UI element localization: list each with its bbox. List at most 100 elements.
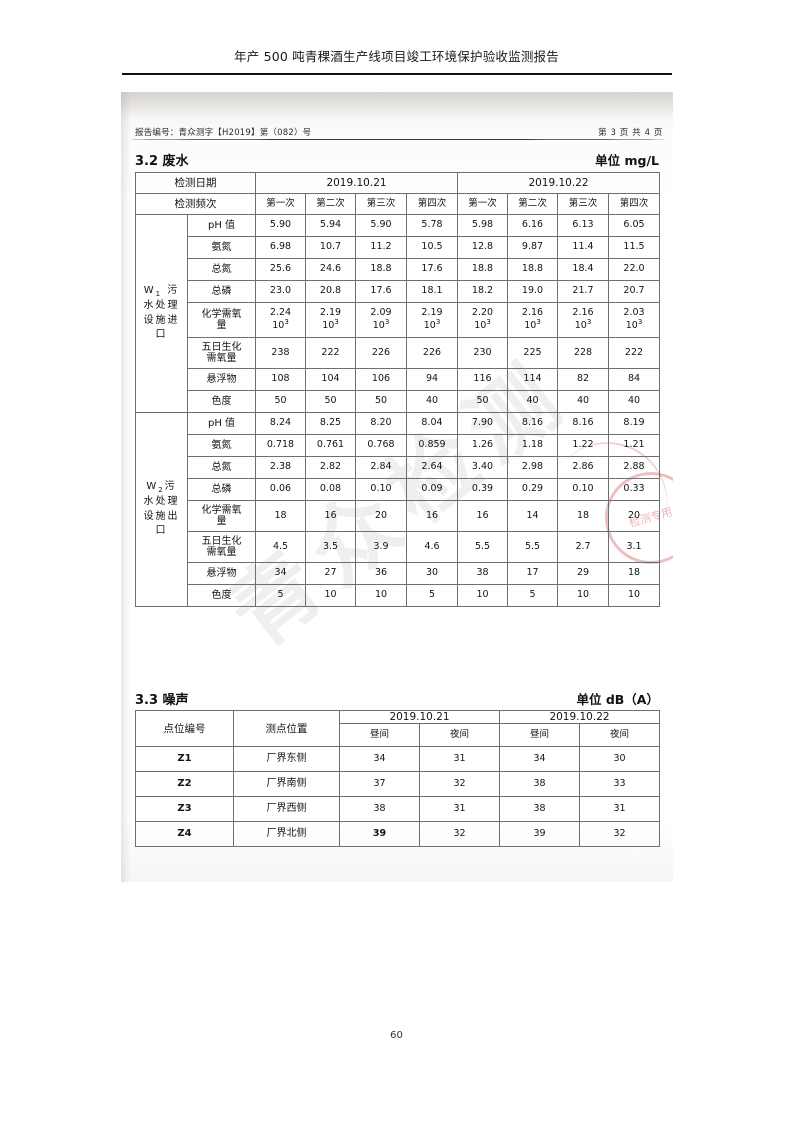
data-cell: 21.7 [557, 280, 609, 303]
data-cell: 18 [255, 500, 306, 532]
data-cell: 2.09 103 [355, 302, 407, 338]
data-cell: 4.6 [406, 531, 458, 563]
cell-point-location-header: 测点位置 [233, 709, 340, 748]
table-row: 化学需氧 量 18 16 20 16 16 14 18 20 [136, 500, 660, 532]
data-cell: 50 [355, 390, 407, 413]
param-label: 氨氮 [187, 236, 256, 259]
data-cell: 6.98 [255, 236, 306, 259]
param-label: 总氮 [187, 456, 256, 479]
data-cell: 11.5 [608, 236, 660, 259]
param-label-line1: 五日生化 [201, 535, 242, 547]
noise-point-location: 厂界南侧 [233, 771, 340, 798]
table-row: W1 污水处理 设施进口 pH 值 5.90 5.94 5.90 5.78 5.9… [135, 214, 660, 413]
data-cell: 0.10 [557, 478, 609, 501]
exponent: 3 [536, 318, 541, 327]
data-cell: 2.84 [355, 456, 407, 479]
data-cell: 0.29 [507, 478, 558, 501]
mantissa: 2.16 [572, 306, 594, 318]
data-cell: 116 [457, 368, 508, 391]
table-row: 色度 5 10 10 5 10 5 10 10 [136, 584, 660, 607]
data-cell: 1.21 [608, 434, 660, 457]
data-cell: 2.16 103 [507, 302, 558, 338]
data-cell: 20 [608, 500, 660, 532]
section-title-noise: 3.3 噪声 [135, 693, 189, 708]
data-cell: 10 [557, 584, 609, 607]
data-cell: 20.7 [608, 280, 660, 303]
param-label: 总氮 [187, 258, 256, 281]
data-cell: 1.22 [557, 434, 609, 457]
data-cell: 24.6 [305, 258, 356, 281]
data-cell: 10 [608, 584, 660, 607]
scanned-page-image: 青众检测 检测专用 报告编号：青众测字【H2019】第（082）号 第 3 页 … [121, 92, 673, 882]
exponent: 3 [486, 318, 491, 327]
noise-data-table: 点位编号 测点位置 2019.10.21 2019.10.22 昼间 夜间 昼间… [135, 709, 660, 848]
data-cell: 2.38 [255, 456, 306, 479]
table-row: 悬浮物 34 27 36 30 38 17 29 18 [136, 562, 660, 585]
data-cell: 5.78 [406, 214, 458, 237]
data-cell: 18.8 [507, 258, 558, 281]
data-cell: 3.1 [608, 531, 660, 563]
exponent: 3 [284, 318, 289, 327]
group-label-w1-text: W1 污水处理 设施进口 [143, 285, 180, 341]
data-cell: 10 [305, 584, 356, 607]
data-cell: 104 [305, 368, 356, 391]
mantissa: 2.03 [623, 306, 645, 318]
data-cell: 33 [579, 771, 660, 798]
data-cell: 18.2 [457, 280, 508, 303]
data-cell: 2.20 103 [457, 302, 508, 338]
power-ten: 103 [423, 318, 441, 332]
data-cell: 34 [499, 746, 580, 773]
table-row: W2污 水处理 设施出口 pH 值 8.24 8.25 8.20 8.04 7.90… [135, 412, 660, 607]
data-cell: 226 [355, 337, 407, 369]
group-label-w1-subscript: 1 [155, 290, 163, 299]
cell-freq-3: 第三次 [355, 193, 407, 215]
data-cell: 5.98 [457, 214, 508, 237]
data-cell: 18.8 [457, 258, 508, 281]
data-cell: 84 [608, 368, 660, 391]
data-cell: 17.6 [406, 258, 458, 281]
data-cell: 225 [507, 337, 558, 369]
exponent: 3 [637, 318, 643, 327]
param-label: 氨氮 [187, 434, 256, 457]
data-cell: 5.90 [355, 214, 407, 237]
data-cell: 7.90 [457, 412, 508, 435]
param-label-line2: 量 [216, 320, 227, 331]
data-cell: 0.39 [457, 478, 508, 501]
data-cell: 19.0 [507, 280, 558, 303]
table-row: 总氮 25.6 24.6 18.8 17.6 18.8 18.8 18.4 22… [136, 258, 660, 281]
cell-period-3: 昼间 [499, 723, 580, 748]
data-cell: 18.1 [406, 280, 458, 303]
data-cell: 222 [608, 337, 660, 369]
data-cell: 6.05 [608, 214, 660, 237]
cell-period-1: 昼间 [339, 723, 420, 748]
data-cell: 32 [419, 821, 500, 848]
data-cell: 238 [255, 337, 306, 369]
data-cell: 22.0 [608, 258, 660, 281]
data-cell: 0.718 [255, 434, 306, 457]
data-cell: 5 [255, 584, 306, 607]
data-cell: 8.04 [406, 412, 458, 435]
data-cell: 14 [507, 500, 558, 532]
data-cell: 39 [499, 821, 580, 848]
section-header-wastewater: 3.2 废水 单位 mg/L [135, 150, 659, 169]
data-cell: 2.7 [557, 531, 609, 563]
data-cell: 5.5 [457, 531, 508, 563]
data-cell: 40 [406, 390, 458, 413]
param-label-line1: 化学需氧 [201, 308, 242, 320]
data-cell: 108 [255, 368, 306, 391]
data-cell: 40 [557, 390, 609, 413]
cell-detect-date-label: 检测日期 [135, 172, 256, 194]
data-cell: 3.5 [305, 531, 356, 563]
cell-freq-6: 第二次 [507, 193, 558, 215]
data-cell: 2.16 103 [557, 302, 609, 338]
noise-point-location: 厂界西侧 [233, 796, 340, 823]
exponent: 3 [334, 318, 339, 327]
cell-period-4: 夜间 [579, 723, 660, 748]
data-cell: 31 [419, 796, 500, 823]
group-label-w2: W2污 水处理 设施出口 [135, 412, 188, 607]
cell-period-2: 夜间 [419, 723, 500, 748]
section-header-noise: 3.3 噪声 单位 dB（A） [135, 689, 659, 708]
data-cell: 50 [305, 390, 356, 413]
data-cell: 38 [499, 796, 580, 823]
data-cell: 2.86 [557, 456, 609, 479]
